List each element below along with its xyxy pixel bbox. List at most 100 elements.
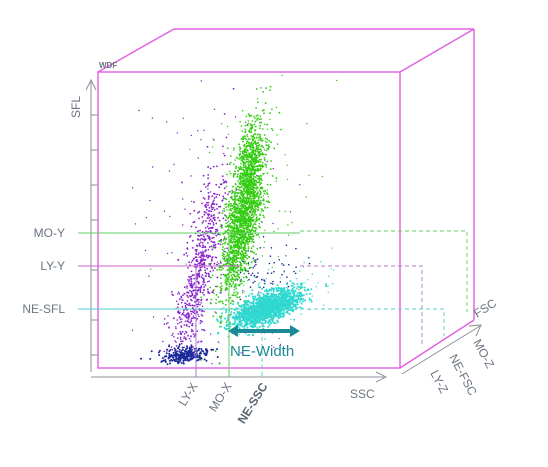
monocyte-point bbox=[247, 138, 250, 140]
monocyte-point bbox=[236, 260, 239, 263]
eosinophil-point bbox=[176, 347, 179, 350]
monocyte-point bbox=[261, 164, 264, 166]
lymphocyte-point bbox=[207, 174, 210, 176]
lymphocyte-point bbox=[211, 258, 213, 261]
lymphocyte-point bbox=[206, 209, 208, 211]
lymphocyte-point bbox=[178, 298, 181, 301]
monocyte-point bbox=[232, 222, 235, 225]
lymphocyte-point bbox=[184, 293, 186, 295]
monocyte-point bbox=[233, 270, 236, 272]
eosinophil-point bbox=[254, 280, 256, 283]
eosinophil-point bbox=[279, 281, 282, 283]
neutrophil-point bbox=[261, 311, 264, 314]
neutrophil-point bbox=[225, 311, 228, 314]
monocyte-point bbox=[220, 287, 223, 290]
neutrophil-point bbox=[217, 331, 220, 334]
monocyte-point bbox=[217, 296, 220, 298]
lymphocyte-point bbox=[213, 214, 215, 216]
lymphocyte-point bbox=[196, 245, 199, 247]
monocyte-point bbox=[225, 185, 228, 188]
monocyte-point bbox=[278, 111, 281, 114]
cube-edge-top-right bbox=[399, 28, 475, 73]
monocyte-point bbox=[266, 206, 269, 209]
lymphocyte-point bbox=[173, 163, 175, 166]
lymphocyte-point bbox=[203, 211, 206, 213]
lymphocyte-point bbox=[203, 254, 205, 257]
monocyte-point bbox=[286, 164, 288, 166]
monocyte-point bbox=[248, 192, 251, 194]
monocyte-point bbox=[259, 190, 262, 193]
lymphocyte-point bbox=[186, 294, 189, 297]
monocyte-point bbox=[248, 142, 250, 145]
monocyte-point bbox=[254, 168, 257, 171]
monocyte-point bbox=[251, 151, 253, 153]
monocyte-point bbox=[234, 211, 237, 214]
monocyte-point bbox=[259, 226, 261, 229]
neutrophil-point bbox=[245, 300, 248, 303]
neutrophil-point bbox=[250, 312, 253, 315]
neutrophil-point bbox=[264, 283, 266, 285]
lymphocyte-point bbox=[210, 266, 213, 268]
neutrophil-point bbox=[250, 301, 253, 304]
neutrophil-point bbox=[291, 301, 294, 304]
lymphocyte-point bbox=[207, 177, 210, 180]
monocyte-point bbox=[210, 302, 212, 305]
monocyte-point bbox=[224, 274, 226, 276]
lymphocyte-point bbox=[208, 213, 211, 216]
eosinophil-point bbox=[182, 348, 184, 351]
lymphocyte-point bbox=[242, 289, 244, 292]
lymphocyte-point bbox=[195, 250, 198, 253]
lymphocyte-point bbox=[201, 222, 204, 224]
neutrophil-point bbox=[251, 319, 254, 322]
eosinophil-point bbox=[183, 353, 186, 355]
neutrophil-point bbox=[287, 303, 290, 306]
lymphocyte-point bbox=[201, 309, 204, 312]
eosinophil-point bbox=[186, 345, 189, 348]
lymphocyte-point bbox=[211, 203, 213, 206]
neutrophil-point bbox=[288, 308, 291, 311]
lymphocyte-point bbox=[169, 215, 171, 218]
monocyte-point bbox=[234, 219, 237, 222]
lymphocyte-point bbox=[177, 306, 179, 309]
neutrophil-point bbox=[239, 315, 242, 318]
monocyte-point bbox=[229, 205, 232, 208]
eosinophil-point bbox=[161, 357, 164, 360]
monocyte-point bbox=[252, 183, 255, 186]
monocyte-point bbox=[230, 280, 233, 283]
lymphocyte-point bbox=[190, 200, 193, 203]
neutrophil-point bbox=[279, 310, 282, 313]
eosinophil-point bbox=[294, 272, 297, 275]
monocyte-point bbox=[230, 284, 233, 287]
monocyte-point bbox=[269, 89, 272, 92]
eosinophil-point bbox=[202, 350, 205, 353]
monocyte-point bbox=[252, 203, 255, 205]
lymphocyte-point bbox=[198, 275, 201, 278]
monocyte-point bbox=[218, 240, 221, 243]
monocyte-point bbox=[266, 193, 269, 196]
monocyte-point bbox=[259, 124, 261, 127]
lymphocyte-point bbox=[181, 340, 184, 342]
neutrophil-point bbox=[300, 291, 302, 294]
monocyte-point bbox=[239, 150, 242, 153]
neutrophil-point bbox=[252, 316, 255, 319]
lymphocyte-point bbox=[187, 279, 189, 281]
lymphocyte-point bbox=[213, 208, 216, 211]
neutrophil-point bbox=[249, 304, 252, 307]
monocyte-point bbox=[210, 298, 213, 301]
monocyte-point bbox=[220, 123, 223, 125]
monocyte-point bbox=[232, 220, 234, 223]
monocyte-point bbox=[260, 148, 262, 150]
eosinophil-point bbox=[158, 349, 161, 352]
lymphocyte-point bbox=[198, 281, 200, 284]
monocyte-point bbox=[229, 251, 232, 254]
monocyte-point bbox=[239, 157, 242, 159]
monocyte-point bbox=[236, 221, 239, 223]
monocyte-point bbox=[250, 247, 253, 250]
lymphocyte-point bbox=[211, 208, 214, 211]
monocyte-point bbox=[245, 142, 248, 145]
cube-edge-bottom-right bbox=[399, 319, 475, 369]
lymphocyte-point bbox=[205, 275, 207, 278]
monocyte-point bbox=[252, 147, 255, 149]
monocyte-point bbox=[256, 186, 259, 188]
monocyte-point bbox=[228, 212, 231, 215]
